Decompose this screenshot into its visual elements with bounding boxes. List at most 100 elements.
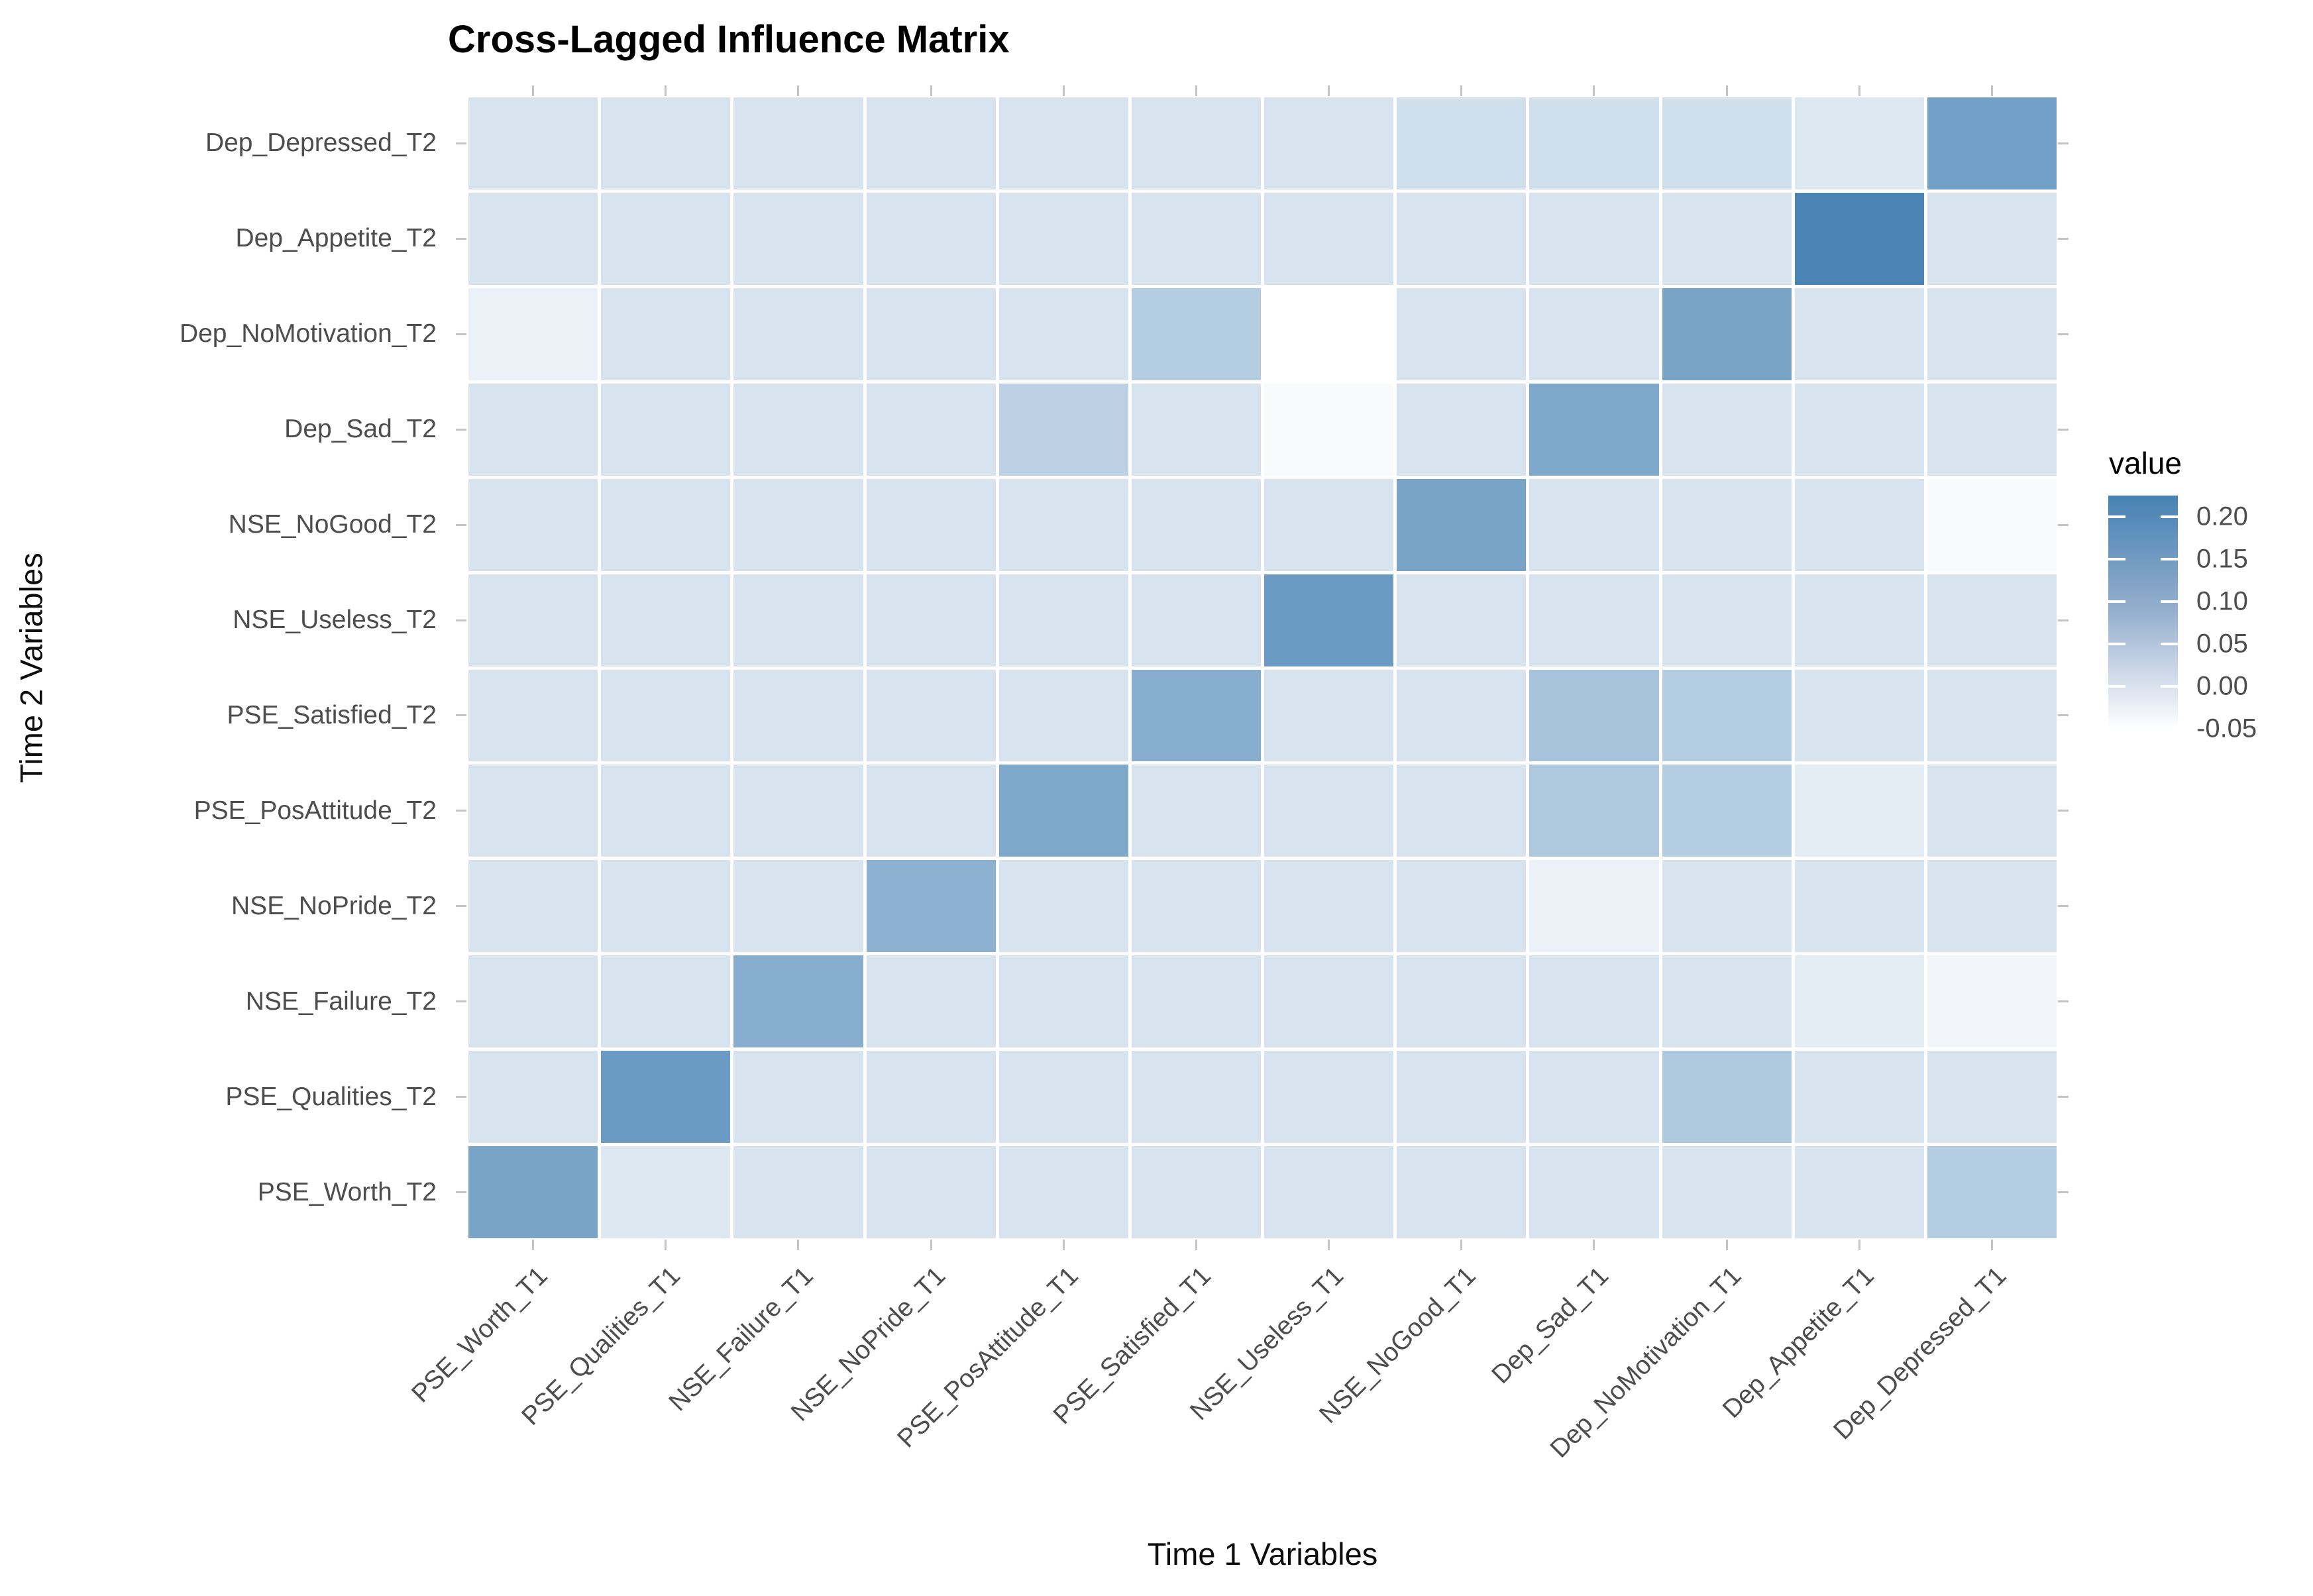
heatmap-cell xyxy=(1794,669,1924,762)
heatmap-cell xyxy=(1794,1146,1924,1238)
axis-tick xyxy=(532,1240,535,1250)
heatmap-cell xyxy=(468,383,598,476)
heatmap-cell xyxy=(1397,860,1527,953)
y-tick-label: PSE_Qualities_T2 xyxy=(225,1082,437,1111)
heatmap-cell xyxy=(1397,1051,1527,1144)
heatmap-cell xyxy=(1662,97,1792,189)
heatmap-cell xyxy=(1529,1051,1659,1144)
heatmap-cell xyxy=(733,574,863,666)
heatmap-cell xyxy=(733,1051,863,1144)
heatmap-cell xyxy=(1264,574,1394,666)
heatmap-cell xyxy=(998,97,1128,189)
y-tick-label: PSE_Worth_T2 xyxy=(257,1177,437,1206)
heatmap-cell xyxy=(1662,1146,1792,1238)
heatmap-cell xyxy=(1131,860,1261,953)
heatmap-cell xyxy=(1529,860,1659,953)
legend-tick-mark xyxy=(2161,515,2178,518)
heatmap-cell xyxy=(1794,765,1924,857)
heatmap-cell xyxy=(1529,574,1659,666)
heatmap-cell xyxy=(1264,1146,1394,1238)
heatmap-cell xyxy=(1662,192,1792,285)
heatmap-cell xyxy=(1397,574,1527,666)
axis-tick xyxy=(2058,333,2069,335)
axis-tick xyxy=(456,523,466,526)
heatmap-cell xyxy=(1662,860,1792,953)
heatmap-cell xyxy=(601,860,731,953)
heatmap-cell xyxy=(468,288,598,380)
heatmap-cell xyxy=(1662,478,1792,571)
heatmap-cell xyxy=(1794,955,1924,1048)
heatmap-cell xyxy=(468,1146,598,1238)
heatmap-cell xyxy=(601,765,731,857)
heatmap-cell xyxy=(1529,765,1659,857)
y-axis-title: Time 2 Variables xyxy=(13,553,49,783)
heatmap-cell xyxy=(1529,1146,1659,1238)
axis-tick xyxy=(797,1240,800,1250)
heatmap-cell xyxy=(1131,574,1261,666)
heatmap-cell xyxy=(1529,383,1659,476)
heatmap-cell xyxy=(1397,955,1527,1048)
heatmap-cell xyxy=(1662,383,1792,476)
heatmap-cell xyxy=(1529,288,1659,380)
axis-tick xyxy=(2058,619,2069,621)
heatmap-cell xyxy=(468,478,598,571)
axis-tick xyxy=(2058,1096,2069,1098)
legend-tick-mark xyxy=(2108,643,2125,645)
legend-tick-mark xyxy=(2108,727,2125,730)
axis-tick xyxy=(930,85,932,96)
heatmap-cell xyxy=(468,192,598,285)
heatmap-cell xyxy=(1131,288,1261,380)
legend-tick-mark xyxy=(2108,600,2125,603)
heatmap-cell xyxy=(998,765,1128,857)
heatmap-cell xyxy=(1927,860,2057,953)
heatmap-cell xyxy=(468,860,598,953)
heatmap-cell xyxy=(1264,288,1394,380)
axis-tick xyxy=(2058,810,2069,812)
y-tick-label: Dep_Sad_T2 xyxy=(284,415,437,444)
x-tick-label: NSE_Failure_T1 xyxy=(663,1261,819,1417)
axis-tick xyxy=(1062,85,1065,96)
heatmap-cell xyxy=(1794,97,1924,189)
axis-tick xyxy=(1328,1240,1330,1250)
axis-tick xyxy=(456,333,466,335)
heatmap-cell xyxy=(866,1051,996,1144)
heatmap-cell xyxy=(1264,669,1394,762)
heatmap-cell xyxy=(1927,1051,2057,1144)
heatmap-cell xyxy=(1264,1051,1394,1144)
heatmap-cell xyxy=(601,1146,731,1238)
legend-title: value xyxy=(2109,446,2182,480)
axis-tick xyxy=(456,1191,466,1194)
y-tick-label: NSE_NoGood_T2 xyxy=(228,510,437,539)
axis-tick xyxy=(2058,1000,2069,1003)
heatmap-cell xyxy=(1529,478,1659,571)
axis-tick xyxy=(456,619,466,621)
axis-tick xyxy=(1195,85,1197,96)
axis-tick xyxy=(456,1096,466,1098)
heatmap-cell xyxy=(1927,97,2057,189)
heatmap-cell xyxy=(1397,383,1527,476)
heatmap-cell xyxy=(1927,288,2057,380)
y-tick-label: Dep_NoMotivation_T2 xyxy=(179,319,437,348)
heatmap-cell xyxy=(866,478,996,571)
heatmap-panel xyxy=(468,97,2057,1238)
heatmap-cell xyxy=(1131,669,1261,762)
heatmap-cell xyxy=(1264,478,1394,571)
heatmap-cell xyxy=(1927,765,2057,857)
heatmap-cell xyxy=(1529,955,1659,1048)
x-tick-label: Dep_Sad_T1 xyxy=(1486,1261,1615,1389)
axis-tick xyxy=(1858,1240,1860,1250)
axis-tick xyxy=(456,428,466,431)
heatmap-cell xyxy=(1397,97,1527,189)
x-axis-title: Time 1 Variables xyxy=(1147,1536,1378,1571)
heatmap-cell xyxy=(1927,669,2057,762)
heatmap-cell xyxy=(1927,955,2057,1048)
axis-tick xyxy=(1593,85,1595,96)
heatmap-cell xyxy=(1529,192,1659,285)
legend-tick-mark xyxy=(2161,727,2178,730)
heatmap-cell xyxy=(1264,765,1394,857)
legend-tick-mark xyxy=(2161,558,2178,560)
heatmap-cell xyxy=(1529,669,1659,762)
axis-tick xyxy=(665,85,667,96)
heatmap-cell xyxy=(1662,574,1792,666)
